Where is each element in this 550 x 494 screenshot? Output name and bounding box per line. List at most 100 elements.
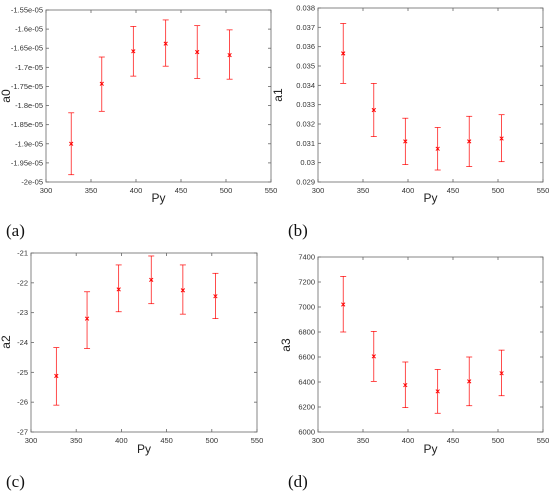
y-tick-label: -27	[17, 428, 28, 437]
data-point	[370, 83, 377, 137]
data-point	[402, 117, 409, 165]
marker-x	[213, 294, 218, 299]
y-tick-label: -21	[17, 249, 28, 258]
y-tick-label: -1.7e-05	[15, 63, 43, 72]
marker-x	[499, 371, 504, 376]
x-tick-label: 300	[312, 436, 325, 445]
marker-x	[69, 141, 74, 146]
y-tick-label: -22	[17, 278, 28, 287]
marker-x	[403, 382, 408, 388]
marker-x	[195, 49, 200, 55]
x-tick-label: 350	[85, 186, 98, 195]
data-point	[466, 356, 473, 407]
x-tick-label: 450	[447, 436, 460, 445]
data-point	[498, 349, 505, 397]
x-axis-label: Py	[423, 442, 437, 456]
data-point	[434, 369, 441, 414]
x-tick-label: 300	[40, 186, 53, 195]
data-point	[498, 114, 505, 163]
marker-x	[467, 139, 472, 144]
marker-x	[371, 354, 376, 359]
data-point	[402, 361, 409, 408]
data-point	[212, 272, 219, 319]
marker-x	[467, 379, 472, 384]
x-tick-label: 550	[537, 186, 550, 195]
data-point	[340, 23, 347, 84]
y-axis-label: a2	[0, 335, 13, 349]
y-tick-label: -1.6e-05	[15, 25, 43, 34]
data-point	[68, 112, 75, 176]
y-tick-label: -1.65e-05	[11, 44, 43, 53]
x-tick-label: 500	[206, 436, 219, 445]
marker-x	[435, 146, 440, 151]
marker-x	[341, 302, 346, 307]
y-tick-label: 7000	[298, 303, 315, 312]
y-tick-label: -1.85e-05	[11, 120, 43, 129]
y-tick-label: 0.029	[296, 178, 315, 187]
marker-x	[180, 288, 186, 293]
chart-panel: 300 350 400 450 500 550 0.029 0.03 0.031 0.032 0.0…	[271, 4, 549, 241]
data-point	[53, 347, 60, 406]
x-tick-label: 500	[492, 186, 505, 195]
y-tick-label: 0.033	[296, 100, 315, 109]
chart-panel: 300 350 400 450 500 550 -2e-05 -1.95e-05 -1.9e-0…	[0, 6, 277, 241]
y-tick-label: 0.032	[296, 120, 315, 129]
y-tick-label: 0.031	[296, 139, 315, 148]
y-tick-label: -1.55e-05	[11, 6, 43, 15]
y-axis-label: a0	[0, 89, 13, 103]
x-tick-label: 350	[357, 436, 370, 445]
data-point	[340, 276, 347, 333]
marker-x	[403, 139, 408, 144]
y-tick-label: 0.036	[296, 42, 315, 51]
marker-x	[499, 136, 504, 141]
data-point	[194, 25, 201, 79]
marker-x	[149, 277, 154, 283]
y-tick-label: 6000	[298, 428, 315, 437]
x-tick-label: 550	[251, 436, 264, 445]
y-tick-label: -25	[17, 368, 28, 377]
y-tick-label: 6200	[298, 403, 315, 412]
data-point	[98, 56, 105, 112]
x-tick-label: 400	[402, 436, 415, 445]
y-tick-label: 6600	[298, 353, 315, 362]
x-tick-label: 400	[402, 186, 415, 195]
panel-label: (a)	[6, 221, 25, 240]
marker-x	[341, 51, 346, 56]
plot-frame	[317, 7, 544, 183]
x-tick-label: 450	[160, 436, 173, 445]
x-axis-label: Py	[423, 191, 437, 205]
marker-x	[99, 81, 104, 86]
y-tick-label: 6400	[298, 378, 315, 387]
x-tick-label: 300	[25, 436, 38, 445]
y-tick-label: -26	[17, 398, 28, 407]
plot-frame	[30, 252, 258, 433]
x-axis-label: Py	[151, 191, 165, 205]
y-tick-label: 7400	[298, 253, 315, 262]
x-axis-label: Py	[137, 442, 151, 456]
y-tick-label: 0.03	[300, 158, 315, 167]
y-tick-label: -24	[17, 338, 28, 347]
y-tick-label: 0.038	[296, 4, 315, 13]
y-tick-label: 0.037	[296, 23, 315, 32]
y-tick-label: -2e-05	[21, 178, 43, 187]
data-point	[84, 291, 91, 349]
data-point	[434, 127, 441, 171]
panel-label: (c)	[6, 472, 25, 491]
marker-x	[435, 389, 440, 394]
plot-frame	[45, 9, 272, 183]
data-point	[370, 331, 377, 382]
y-tick-label: -1.95e-05	[11, 158, 43, 167]
x-tick-label: 300	[312, 186, 325, 195]
chart-panel: 300 350 400 450 500 550 -27 -26 -25 -24 -23 -22 -21 P…	[0, 249, 263, 492]
x-tick-label: 450	[175, 186, 188, 195]
x-tick-label: 500	[492, 436, 505, 445]
y-tick-label: 0.035	[296, 62, 315, 71]
data-point	[226, 29, 233, 80]
y-axis-label: a1	[271, 88, 285, 102]
x-tick-label: 400	[115, 436, 128, 445]
marker-x	[131, 49, 136, 54]
x-tick-label: 350	[357, 186, 370, 195]
data-point	[162, 19, 169, 67]
data-point	[179, 264, 186, 315]
